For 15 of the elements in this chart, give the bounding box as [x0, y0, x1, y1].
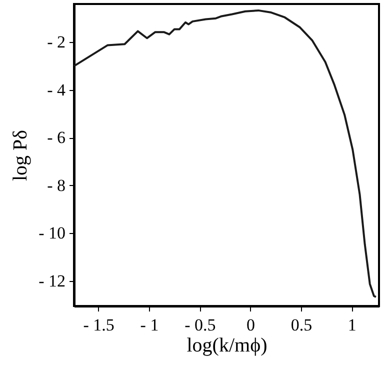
line-series — [73, 9, 377, 298]
x-tick-label: 0.5 — [290, 316, 312, 334]
x-tick-label: - 1.5 — [83, 316, 114, 334]
y-tick-label: - 4 — [47, 80, 66, 100]
y-axis-title: log Pδ — [10, 130, 32, 182]
y-tick-label: - 10 — [38, 224, 66, 243]
y-tick-label: - 6 — [47, 128, 66, 148]
y-tick-label: - 2 — [47, 32, 66, 52]
y-tick-label: - 12 — [38, 271, 66, 290]
y-tick-label: - 8 — [47, 176, 66, 195]
x-tick-label: - 1 — [140, 316, 159, 334]
x-tick-label: - 0.5 — [184, 316, 216, 334]
x-tick-label: 0 — [246, 316, 256, 334]
x-tick-label: 1 — [348, 316, 356, 334]
x-axis-title: log(k/mϕ) — [186, 334, 268, 356]
